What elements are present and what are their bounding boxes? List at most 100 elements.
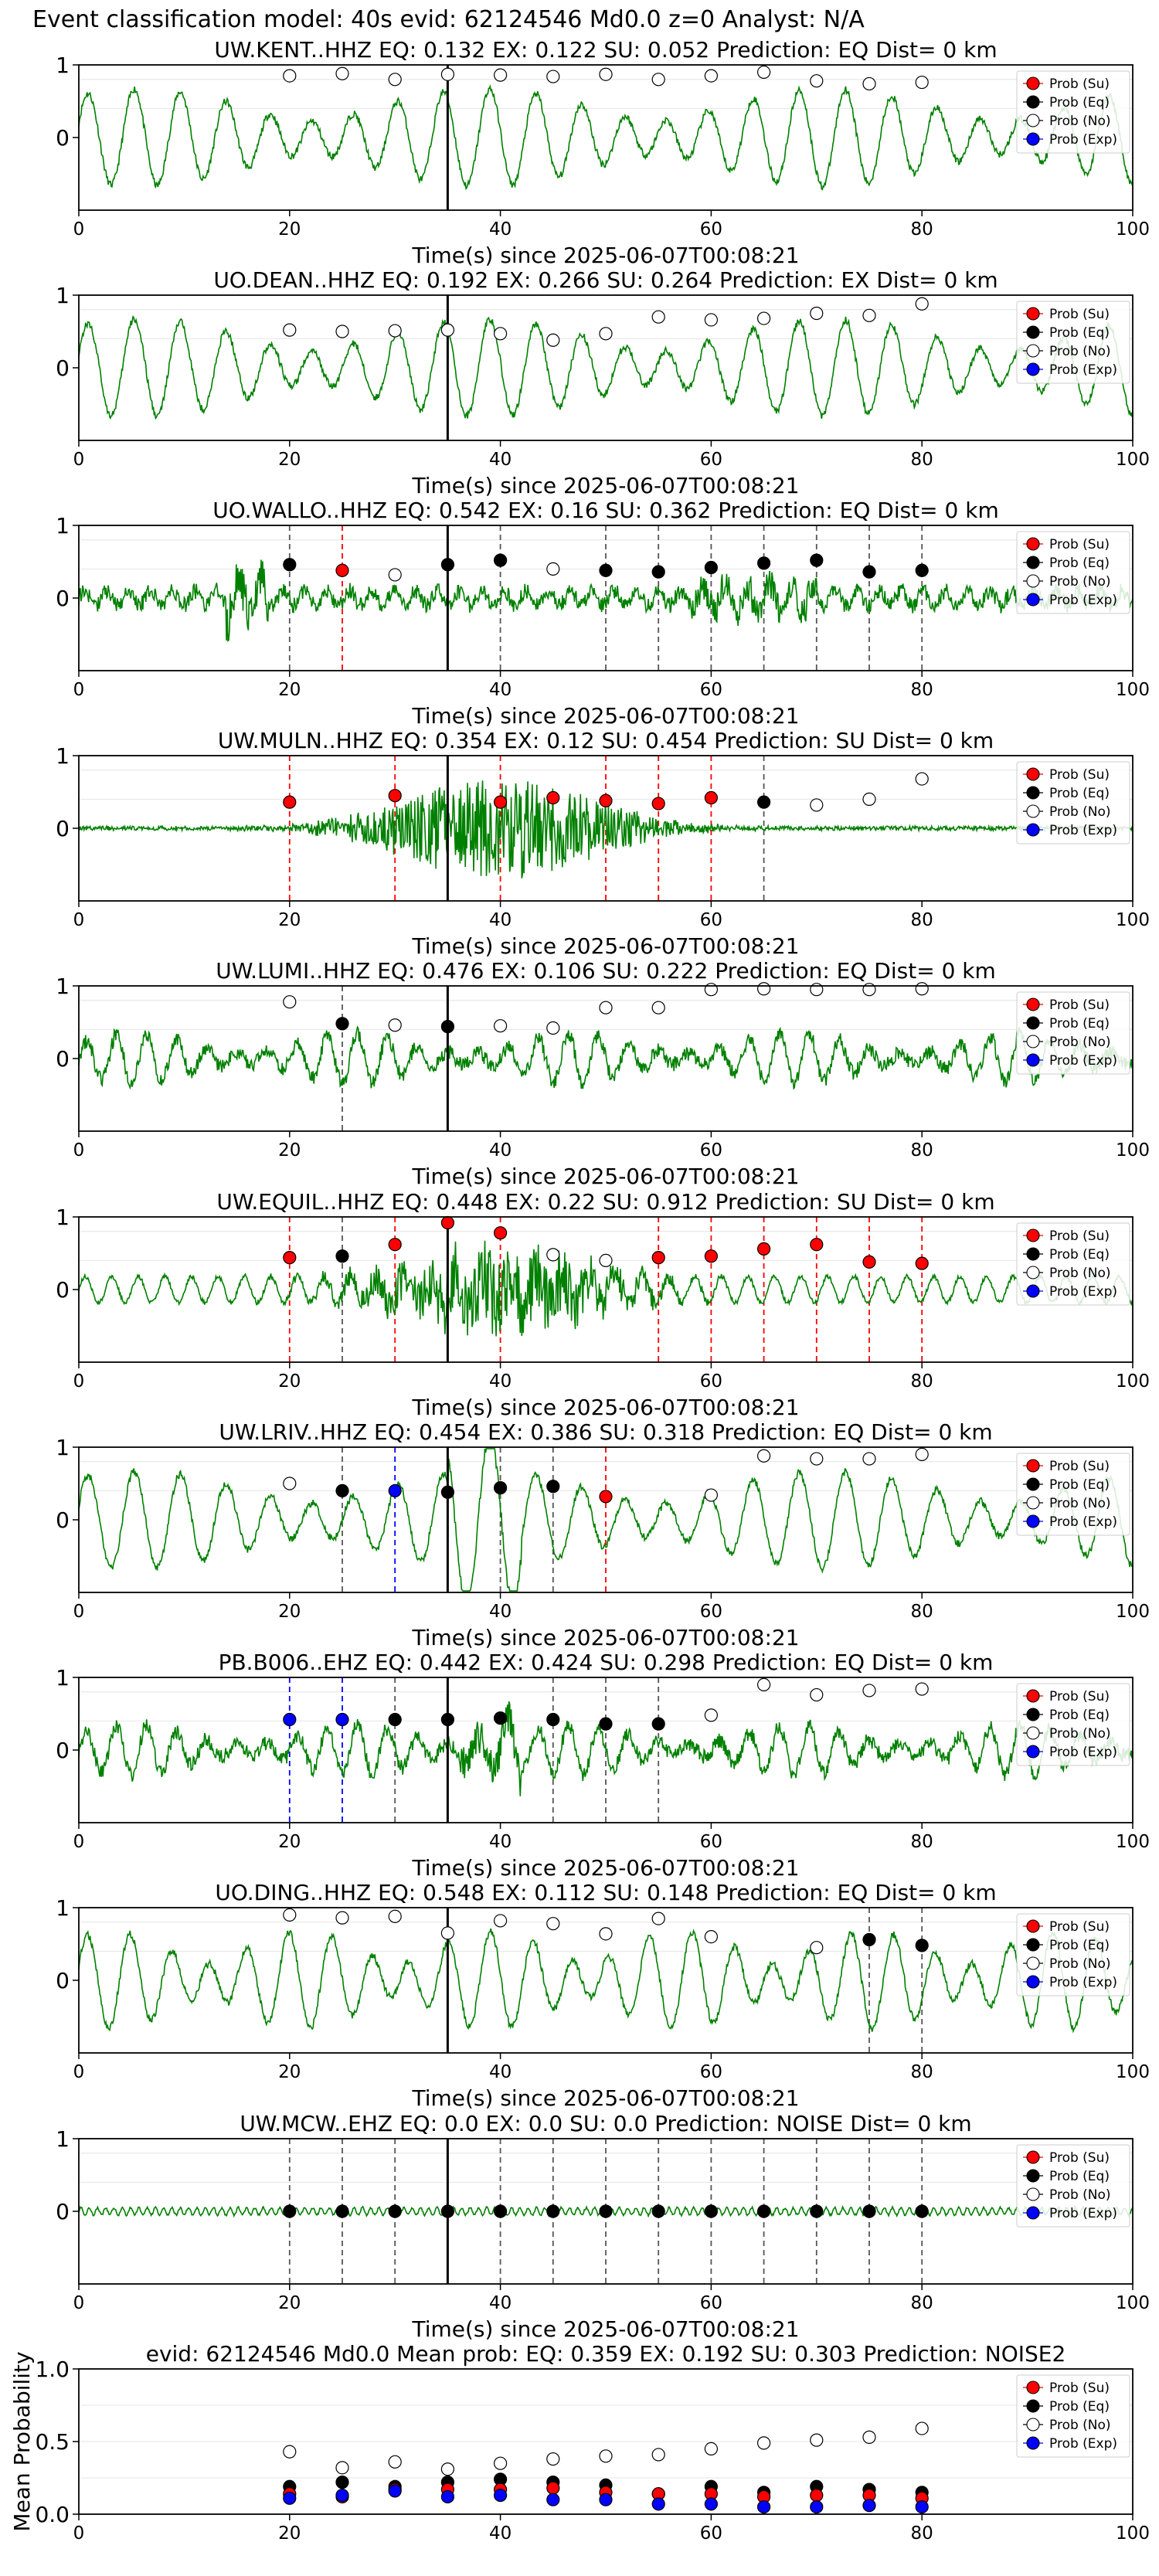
x-tick-label: 40 bbox=[489, 1371, 512, 1392]
prob-no-point bbox=[810, 798, 824, 812]
prob-su-point bbox=[493, 1226, 508, 1240]
legend-label: Prob (No) bbox=[1049, 344, 1111, 359]
legend-marker bbox=[1026, 362, 1040, 376]
x-tick-label: 20 bbox=[278, 1602, 301, 1622]
x-tick-label: 0 bbox=[73, 680, 85, 700]
mean-exp-point bbox=[651, 2497, 665, 2511]
prob-eq-point bbox=[651, 565, 665, 579]
x-axis-label: Time(s) since 2025-06-07T00:08:21 bbox=[411, 933, 799, 959]
x-tick-label: 0 bbox=[73, 2062, 85, 2082]
prob-no-point bbox=[493, 1914, 508, 1928]
x-tick-label: 40 bbox=[489, 1140, 512, 1161]
mean-exp-point bbox=[283, 2491, 297, 2505]
prob-eq-point bbox=[915, 2204, 929, 2218]
legend-label: Prob (Exp) bbox=[1049, 1514, 1117, 1530]
prob-no-point bbox=[388, 324, 402, 338]
waveform-trace bbox=[78, 1448, 1134, 1592]
chart-panel-6: UW.EQUIL..HHZ EQ: 0.448 EX: 0.22 SU: 0.9… bbox=[56, 1189, 1150, 1420]
x-tick-label: 0 bbox=[73, 1602, 85, 1622]
prob-no-point bbox=[599, 1927, 613, 1941]
prob-eq-point bbox=[810, 553, 824, 567]
legend-label: Prob (Exp) bbox=[1049, 1284, 1117, 1300]
x-tick-label: 40 bbox=[489, 910, 512, 930]
chart-title: UW.LRIV..HHZ EQ: 0.454 EX: 0.386 SU: 0.3… bbox=[219, 1419, 992, 1445]
legend-label: Prob (Exp) bbox=[1049, 362, 1117, 378]
mean-no-point bbox=[810, 2433, 824, 2447]
x-tick-label: 20 bbox=[278, 910, 301, 930]
prob-no-point bbox=[651, 73, 665, 87]
x-tick-label: 40 bbox=[489, 2062, 512, 2082]
prob-no-point bbox=[283, 69, 297, 83]
x-tick-label: 100 bbox=[1116, 2523, 1150, 2544]
y-tick-label: 0 bbox=[56, 1277, 70, 1303]
mean-exp-point bbox=[915, 2500, 929, 2514]
prob-su-point bbox=[283, 1251, 297, 1265]
prob-eq-point bbox=[335, 2204, 349, 2218]
legend-label: Prob (No) bbox=[1049, 574, 1111, 590]
legend-label: Prob (Eq) bbox=[1049, 1016, 1110, 1031]
x-axis-label: Time(s) since 2025-06-07T00:08:21 bbox=[411, 2085, 799, 2111]
y-tick-label: 1 bbox=[56, 743, 70, 769]
legend-label: Prob (No) bbox=[1049, 804, 1111, 820]
x-tick-label: 100 bbox=[1116, 1140, 1150, 1161]
chart-title: UO.DEAN..HHZ EQ: 0.192 EX: 0.266 SU: 0.2… bbox=[213, 267, 998, 293]
prob-no-point bbox=[915, 982, 929, 996]
x-tick-label: 40 bbox=[489, 2523, 512, 2544]
chart-title: evid: 62124546 Md0.0 Mean prob: EQ: 0.35… bbox=[146, 2341, 1066, 2367]
x-tick-label: 100 bbox=[1116, 1371, 1150, 1392]
x-tick-label: 100 bbox=[1116, 219, 1150, 240]
legend-marker bbox=[1026, 997, 1040, 1011]
y-tick-label: 0.5 bbox=[35, 2429, 70, 2455]
prob-su-point bbox=[599, 1490, 613, 1504]
x-tick-label: 60 bbox=[700, 1832, 722, 1852]
prob-eq-point bbox=[599, 563, 613, 577]
chart-panel-7: UW.LRIV..HHZ EQ: 0.454 EX: 0.386 SU: 0.3… bbox=[56, 1419, 1150, 1650]
prob-su-point bbox=[283, 795, 297, 809]
prob-no-point bbox=[810, 1687, 824, 1702]
legend-label: Prob (Su) bbox=[1049, 1459, 1110, 1474]
x-tick-label: 40 bbox=[489, 219, 512, 240]
legend-marker bbox=[1026, 2150, 1040, 2164]
y-tick-label: 0 bbox=[56, 586, 70, 611]
legend-label: Prob (Su) bbox=[1049, 2150, 1110, 2166]
chart-panel-9: UO.DING..HHZ EQ: 0.548 EX: 0.112 SU: 0.1… bbox=[56, 1880, 1150, 2111]
legend-marker bbox=[1026, 823, 1040, 837]
legend-label: Prob (Exp) bbox=[1049, 1975, 1117, 1990]
x-axis-label: Time(s) since 2025-06-07T00:08:21 bbox=[411, 473, 799, 498]
legend-marker bbox=[1026, 1938, 1040, 1952]
x-tick-label: 80 bbox=[911, 680, 933, 700]
legend-marker bbox=[1026, 2436, 1040, 2450]
prob-su-point bbox=[862, 1255, 876, 1269]
prob-su-point bbox=[810, 1238, 824, 1252]
y-tick-label: 1 bbox=[56, 53, 70, 78]
legend-marker bbox=[1026, 1745, 1040, 1759]
y-tick-label: 1.0 bbox=[35, 2357, 70, 2382]
prob-no-point bbox=[915, 1682, 929, 1696]
legend-marker bbox=[1026, 114, 1040, 127]
chart-panel-11: evid: 62124546 Md0.0 Mean prob: EQ: 0.35… bbox=[9, 2341, 1150, 2544]
prob-eq-point bbox=[335, 1483, 349, 1498]
legend-marker bbox=[1026, 1477, 1040, 1491]
prob-no-point bbox=[388, 73, 402, 87]
prob-no-point bbox=[915, 772, 929, 786]
x-axis-label: Time(s) since 2025-06-07T00:08:21 bbox=[411, 243, 799, 268]
prob-su-point bbox=[651, 1251, 665, 1265]
legend-marker bbox=[1026, 537, 1040, 551]
prob-eq-point bbox=[440, 558, 455, 572]
x-tick-label: 60 bbox=[700, 2062, 722, 2082]
prob-eq-point bbox=[599, 1717, 613, 1731]
legend-marker bbox=[1026, 1266, 1040, 1280]
x-tick-label: 0 bbox=[73, 2523, 85, 2544]
chart-title: UO.WALLO..HHZ EQ: 0.542 EX: 0.16 SU: 0.3… bbox=[212, 498, 998, 523]
prob-eq-point bbox=[493, 1481, 508, 1495]
legend-label: Prob (Su) bbox=[1049, 76, 1110, 92]
legend-label: Prob (Su) bbox=[1049, 1919, 1110, 1935]
legend-label: Prob (No) bbox=[1049, 2187, 1111, 2203]
x-tick-label: 60 bbox=[700, 1371, 722, 1392]
y-tick-label: 1 bbox=[56, 1435, 70, 1460]
prob-no-point bbox=[546, 1917, 560, 1931]
prob-eq-point bbox=[388, 2204, 402, 2218]
prob-eq-point bbox=[862, 1932, 876, 1946]
figure-suptitle: Event classification model: 40s evid: 62… bbox=[32, 6, 865, 33]
y-tick-label: 0 bbox=[56, 1738, 70, 1763]
